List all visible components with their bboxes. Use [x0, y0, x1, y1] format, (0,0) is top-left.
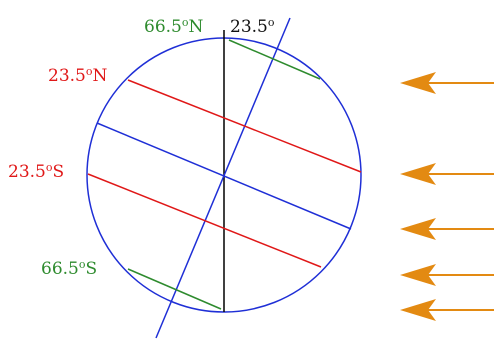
sun-rays: [400, 72, 494, 321]
tropic-of-cancer-value: 23.5: [48, 66, 86, 86]
sun-ray-arrow-icon: [400, 299, 494, 321]
arctic-circle-value: 66.5: [144, 17, 182, 37]
tropic-of-capricorn-suffix: S: [52, 162, 64, 182]
tropic-of-cancer-suffix: N: [92, 66, 107, 86]
sun-ray-arrow-icon: [400, 264, 494, 286]
equator-line: [96, 122, 352, 230]
sun-ray-arrow-icon: [400, 218, 494, 240]
antarctic-circle-value: 66.5: [41, 259, 79, 279]
antarctic-circle-suffix: S: [85, 259, 97, 279]
sun-ray-arrow-icon: [400, 163, 494, 185]
antarctic-circle-line: [127, 268, 222, 310]
rotation-axis: [155, 17, 291, 339]
tropic-of-cancer-label: 23.5oN: [48, 65, 107, 86]
sun-ray-arrow-icon: [400, 72, 494, 94]
arctic-circle-suffix: N: [188, 17, 203, 37]
tropic-of-cancer-line: [127, 79, 362, 173]
tilt-angle-value: 23.5: [230, 17, 268, 37]
arctic-circle-line: [228, 39, 321, 80]
tropic-of-capricorn-line: [87, 173, 322, 268]
tropic-of-capricorn-label: 23.5oS: [8, 161, 64, 182]
antarctic-circle-label: 66.5oS: [41, 258, 97, 279]
tilt-angle-label: 23.5o: [230, 16, 275, 37]
tropic-of-capricorn-value: 23.5: [8, 162, 46, 182]
arctic-circle-label: 66.5oN: [144, 16, 203, 37]
